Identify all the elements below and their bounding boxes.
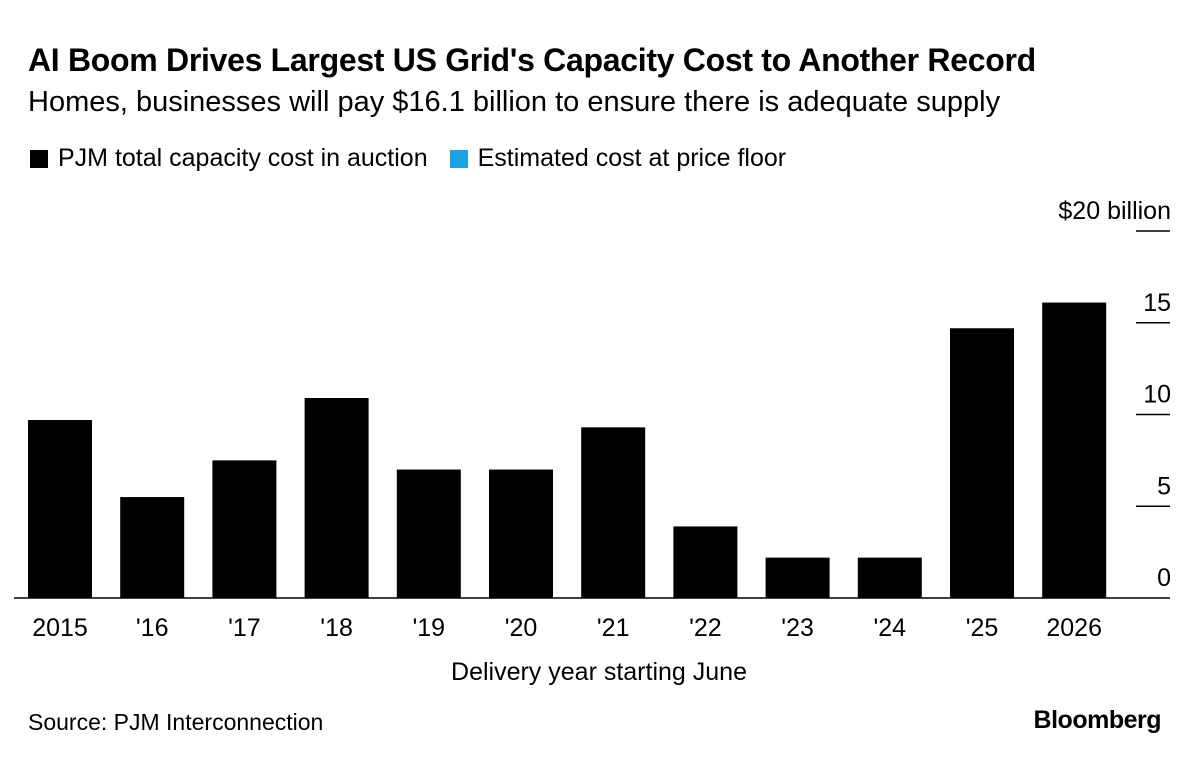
source-note: Source: PJM Interconnection (28, 709, 324, 735)
legend: PJM total capacity cost in auction Estim… (30, 144, 808, 173)
bar-3 (304, 397, 369, 598)
bar-4 (396, 469, 461, 598)
x-tick-label-7: '22 (689, 614, 722, 642)
x-tick-label-6: '21 (597, 614, 630, 642)
chart-subtitle: Homes, businesses will pay $16.1 billion… (28, 86, 1001, 118)
y-tick-label-0: 0 (1157, 564, 1171, 592)
x-tick-label-5: '20 (505, 614, 538, 642)
x-tick-label-9: '24 (874, 614, 907, 642)
legend-swatch-price-floor (449, 149, 468, 168)
y-tick-label-3: 15 (1143, 289, 1171, 317)
y-tick-label-1: 5 (1157, 472, 1171, 500)
legend-label-price-floor: Estimated cost at price floor (477, 144, 787, 172)
bar-8 (765, 557, 830, 598)
x-axis-label: Delivery year starting June (451, 658, 747, 686)
x-tick-label-10: '25 (966, 614, 999, 642)
y-tick-label-2: 10 (1143, 381, 1171, 409)
legend-swatch-total-cost (30, 149, 48, 168)
x-tick-label-11: 2026 (1046, 614, 1102, 642)
bar-7 (673, 526, 738, 598)
chart-title: AI Boom Drives Largest US Grid's Capacit… (28, 42, 1036, 78)
bar-0 (28, 420, 92, 598)
bloomberg-logo: Bloomberg (1033, 706, 1162, 734)
bar-6 (581, 427, 646, 598)
bar-5 (489, 469, 553, 598)
x-tick-label-2: '17 (228, 614, 261, 642)
x-tick-label-1: '16 (136, 614, 169, 642)
legend-item-price-floor: Estimated cost at price floor (449, 144, 787, 173)
bar-11 (1042, 302, 1107, 598)
y-tick-label-4: $20 billion (1058, 197, 1171, 225)
bar-10 (950, 328, 1014, 598)
x-tick-label-4: '19 (413, 614, 446, 642)
x-tick-label-8: '23 (781, 614, 814, 642)
x-tick-label-0: 2015 (32, 614, 88, 642)
bar-9 (857, 557, 922, 598)
bar-1 (120, 497, 185, 598)
x-tick-label-3: '18 (320, 614, 353, 642)
legend-item-total-cost: PJM total capacity cost in auction (30, 144, 428, 173)
legend-label-total-cost: PJM total capacity cost in auction (58, 144, 428, 172)
bar-2 (212, 460, 277, 598)
